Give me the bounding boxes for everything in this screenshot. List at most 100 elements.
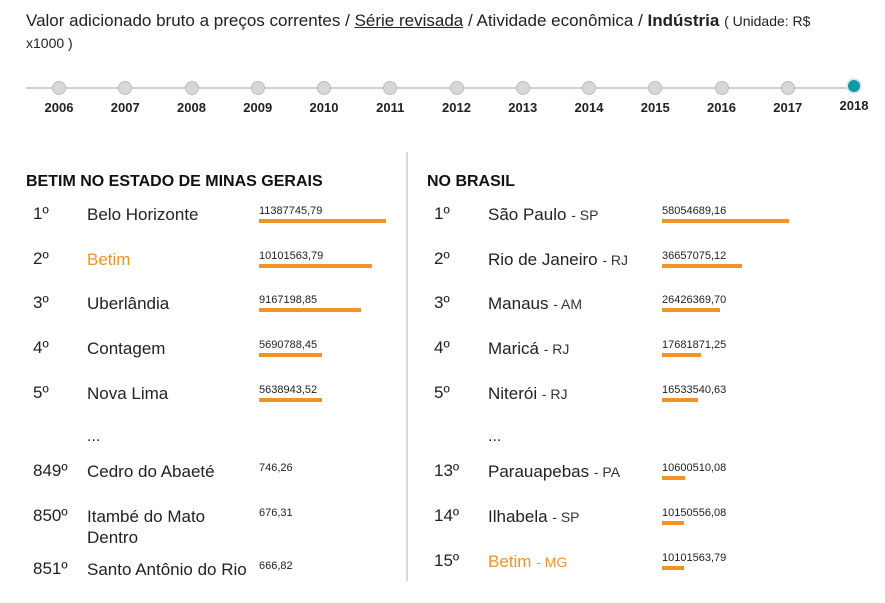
year-2008[interactable]: 2008 <box>167 70 217 115</box>
municipality-name: Niterói - RJ <box>488 383 658 405</box>
ranking-row: 851º Santo Antônio do Rio 666,82 <box>26 559 396 603</box>
municipality-label: Nova Lima <box>87 383 169 403</box>
year-2007[interactable]: 2007 <box>100 70 150 115</box>
page-header: Valor adicionado bruto a preços corrente… <box>26 10 846 54</box>
brasil-ranking: NO BRASIL 1º São Paulo - SP 58054689,16 2º R… <box>427 172 867 571</box>
municipality-label: Santo Antônio do Rio <box>87 560 247 579</box>
year-2015[interactable]: 2015 <box>630 70 680 115</box>
year-marker-icon[interactable] <box>714 81 729 95</box>
year-label: 2008 <box>177 100 206 115</box>
municipality-label: Uberlândia <box>87 294 170 314</box>
value-bar <box>662 308 720 313</box>
timeline-track <box>26 87 860 89</box>
year-marker-icon[interactable] <box>449 81 464 95</box>
municipality-label: Contagem <box>87 339 166 359</box>
value-bar <box>259 219 386 223</box>
municipality-name: Nova Lima <box>87 383 257 404</box>
minas-gerais-title: BETIM NO ESTADO DE MINAS GERAIS <box>26 173 323 190</box>
municipality-label: São Paulo <box>488 205 567 224</box>
year-marker-icon[interactable] <box>317 81 331 95</box>
state-abbreviation: - PA <box>593 464 621 480</box>
year-marker-icon[interactable] <box>184 81 199 95</box>
ranking-row: 5º Niterói - RJ 16533540,63 <box>427 383 867 427</box>
municipality-name: Santo Antônio do Rio <box>87 559 257 580</box>
rank-number: 14º <box>434 506 460 525</box>
value-bar <box>662 476 686 480</box>
year-marker-icon[interactable] <box>383 81 398 95</box>
value-label: 17681871,25 <box>662 339 727 352</box>
year-label: 2009 <box>243 100 273 115</box>
year-2010[interactable]: 2010 <box>299 70 349 115</box>
municipality-label: Manaus <box>488 294 549 314</box>
municipality-label: Maricá <box>488 339 540 359</box>
ellipsis-separator: ... <box>87 428 101 445</box>
year-label: 2016 <box>707 100 736 115</box>
year-timeline: 2006 2007 2008 2009 2010 2011 2012 2013 2014 2015… <box>26 70 876 120</box>
year-marker-icon[interactable] <box>648 81 663 95</box>
municipality-name: Manaus - AM <box>488 293 658 315</box>
year-2006[interactable]: 2006 <box>34 70 84 115</box>
minas-gerais-ranking: BETIM NO ESTADO DE MINAS GERAIS 1º Belo H… <box>26 172 396 579</box>
year-2013[interactable]: 2013 <box>498 70 548 115</box>
year-label: 2017 <box>773 100 803 115</box>
value-label: 676,31 <box>259 507 293 519</box>
year-label: 2012 <box>442 100 471 115</box>
value-bar <box>662 521 685 525</box>
header-middle: / Atividade econômica / <box>467 11 643 30</box>
value-label: 36657075,12 <box>662 249 727 262</box>
year-marker-icon[interactable] <box>780 81 795 95</box>
year-marker-icon[interactable] <box>250 81 265 95</box>
rank-number: 850º <box>33 506 68 525</box>
municipality-label: Niterói <box>488 383 538 403</box>
brasil-title: NO BRASIL <box>427 173 515 190</box>
value-bar <box>259 397 322 402</box>
ranking-row: 3º Uberlândia 9167198,85 <box>26 293 396 337</box>
year-2012[interactable]: 2012 <box>432 70 482 115</box>
value-bar <box>662 219 789 223</box>
year-marker-icon[interactable] <box>118 81 133 95</box>
ranking-row: 2º Rio de Janeiro - RJ 36657075,12 <box>427 249 867 293</box>
municipality-name: Cedro do Abaeté <box>87 461 257 482</box>
municipality-label: Betim <box>87 249 131 269</box>
value-label: 58054689,16 <box>662 205 727 217</box>
panel-divider <box>406 152 408 581</box>
year-label: 2014 <box>574 100 604 115</box>
value-bar <box>259 263 372 268</box>
municipality-name: Contagem <box>87 338 257 359</box>
rank-number: 2º <box>33 248 49 268</box>
ranking-row: 15º Betim - MG 10101563,79 <box>427 551 867 595</box>
ranking-row: 14º Ilhabela - SP 10150556,08 <box>427 506 867 550</box>
serie-revisada-link[interactable]: Série revisada <box>354 11 464 30</box>
rank-number: 4º <box>434 338 450 358</box>
year-2017[interactable]: 2017 <box>763 70 813 115</box>
year-2016[interactable]: 2016 <box>697 70 747 115</box>
ranking-row: 849º Cedro do Abaeté 746,26 <box>26 461 396 505</box>
municipality-name: Betim - MG <box>488 551 658 573</box>
year-marker-icon[interactable] <box>582 81 596 95</box>
value-label: 10101563,79 <box>662 552 727 564</box>
state-abbreviation: - RJ <box>602 251 629 268</box>
year-2011[interactable]: 2011 <box>365 70 415 115</box>
municipality-name: Maricá - RJ <box>488 338 658 360</box>
state-abbreviation: - SP <box>571 207 599 223</box>
value-label: 746,26 <box>259 462 293 474</box>
rank-number: 3º <box>434 293 450 313</box>
municipality-label: Belo Horizonte <box>87 205 199 224</box>
activity-name: Indústria <box>647 11 720 30</box>
rank-number: 3º <box>33 293 49 313</box>
rank-number: 4º <box>33 338 49 358</box>
state-abbreviation: - SP <box>552 509 580 525</box>
value-label: 26426369,70 <box>662 294 727 307</box>
year-label: 2013 <box>508 100 538 115</box>
municipality-name: Rio de Janeiro - RJ <box>488 249 658 271</box>
year-2014[interactable]: 2014 <box>564 70 614 115</box>
ranking-row: 5º Nova Lima 5638943,52 <box>26 383 396 427</box>
year-2009[interactable]: 2009 <box>233 70 283 115</box>
year-marker-icon[interactable] <box>846 78 862 94</box>
year-2018[interactable]: 2018 <box>829 70 879 113</box>
year-marker-icon[interactable] <box>515 81 530 95</box>
unit-label: ( Unidade: R$ x1000 ) <box>26 13 811 51</box>
value-bar <box>662 566 685 570</box>
year-marker-icon[interactable] <box>52 81 66 95</box>
value-bar <box>259 353 323 358</box>
